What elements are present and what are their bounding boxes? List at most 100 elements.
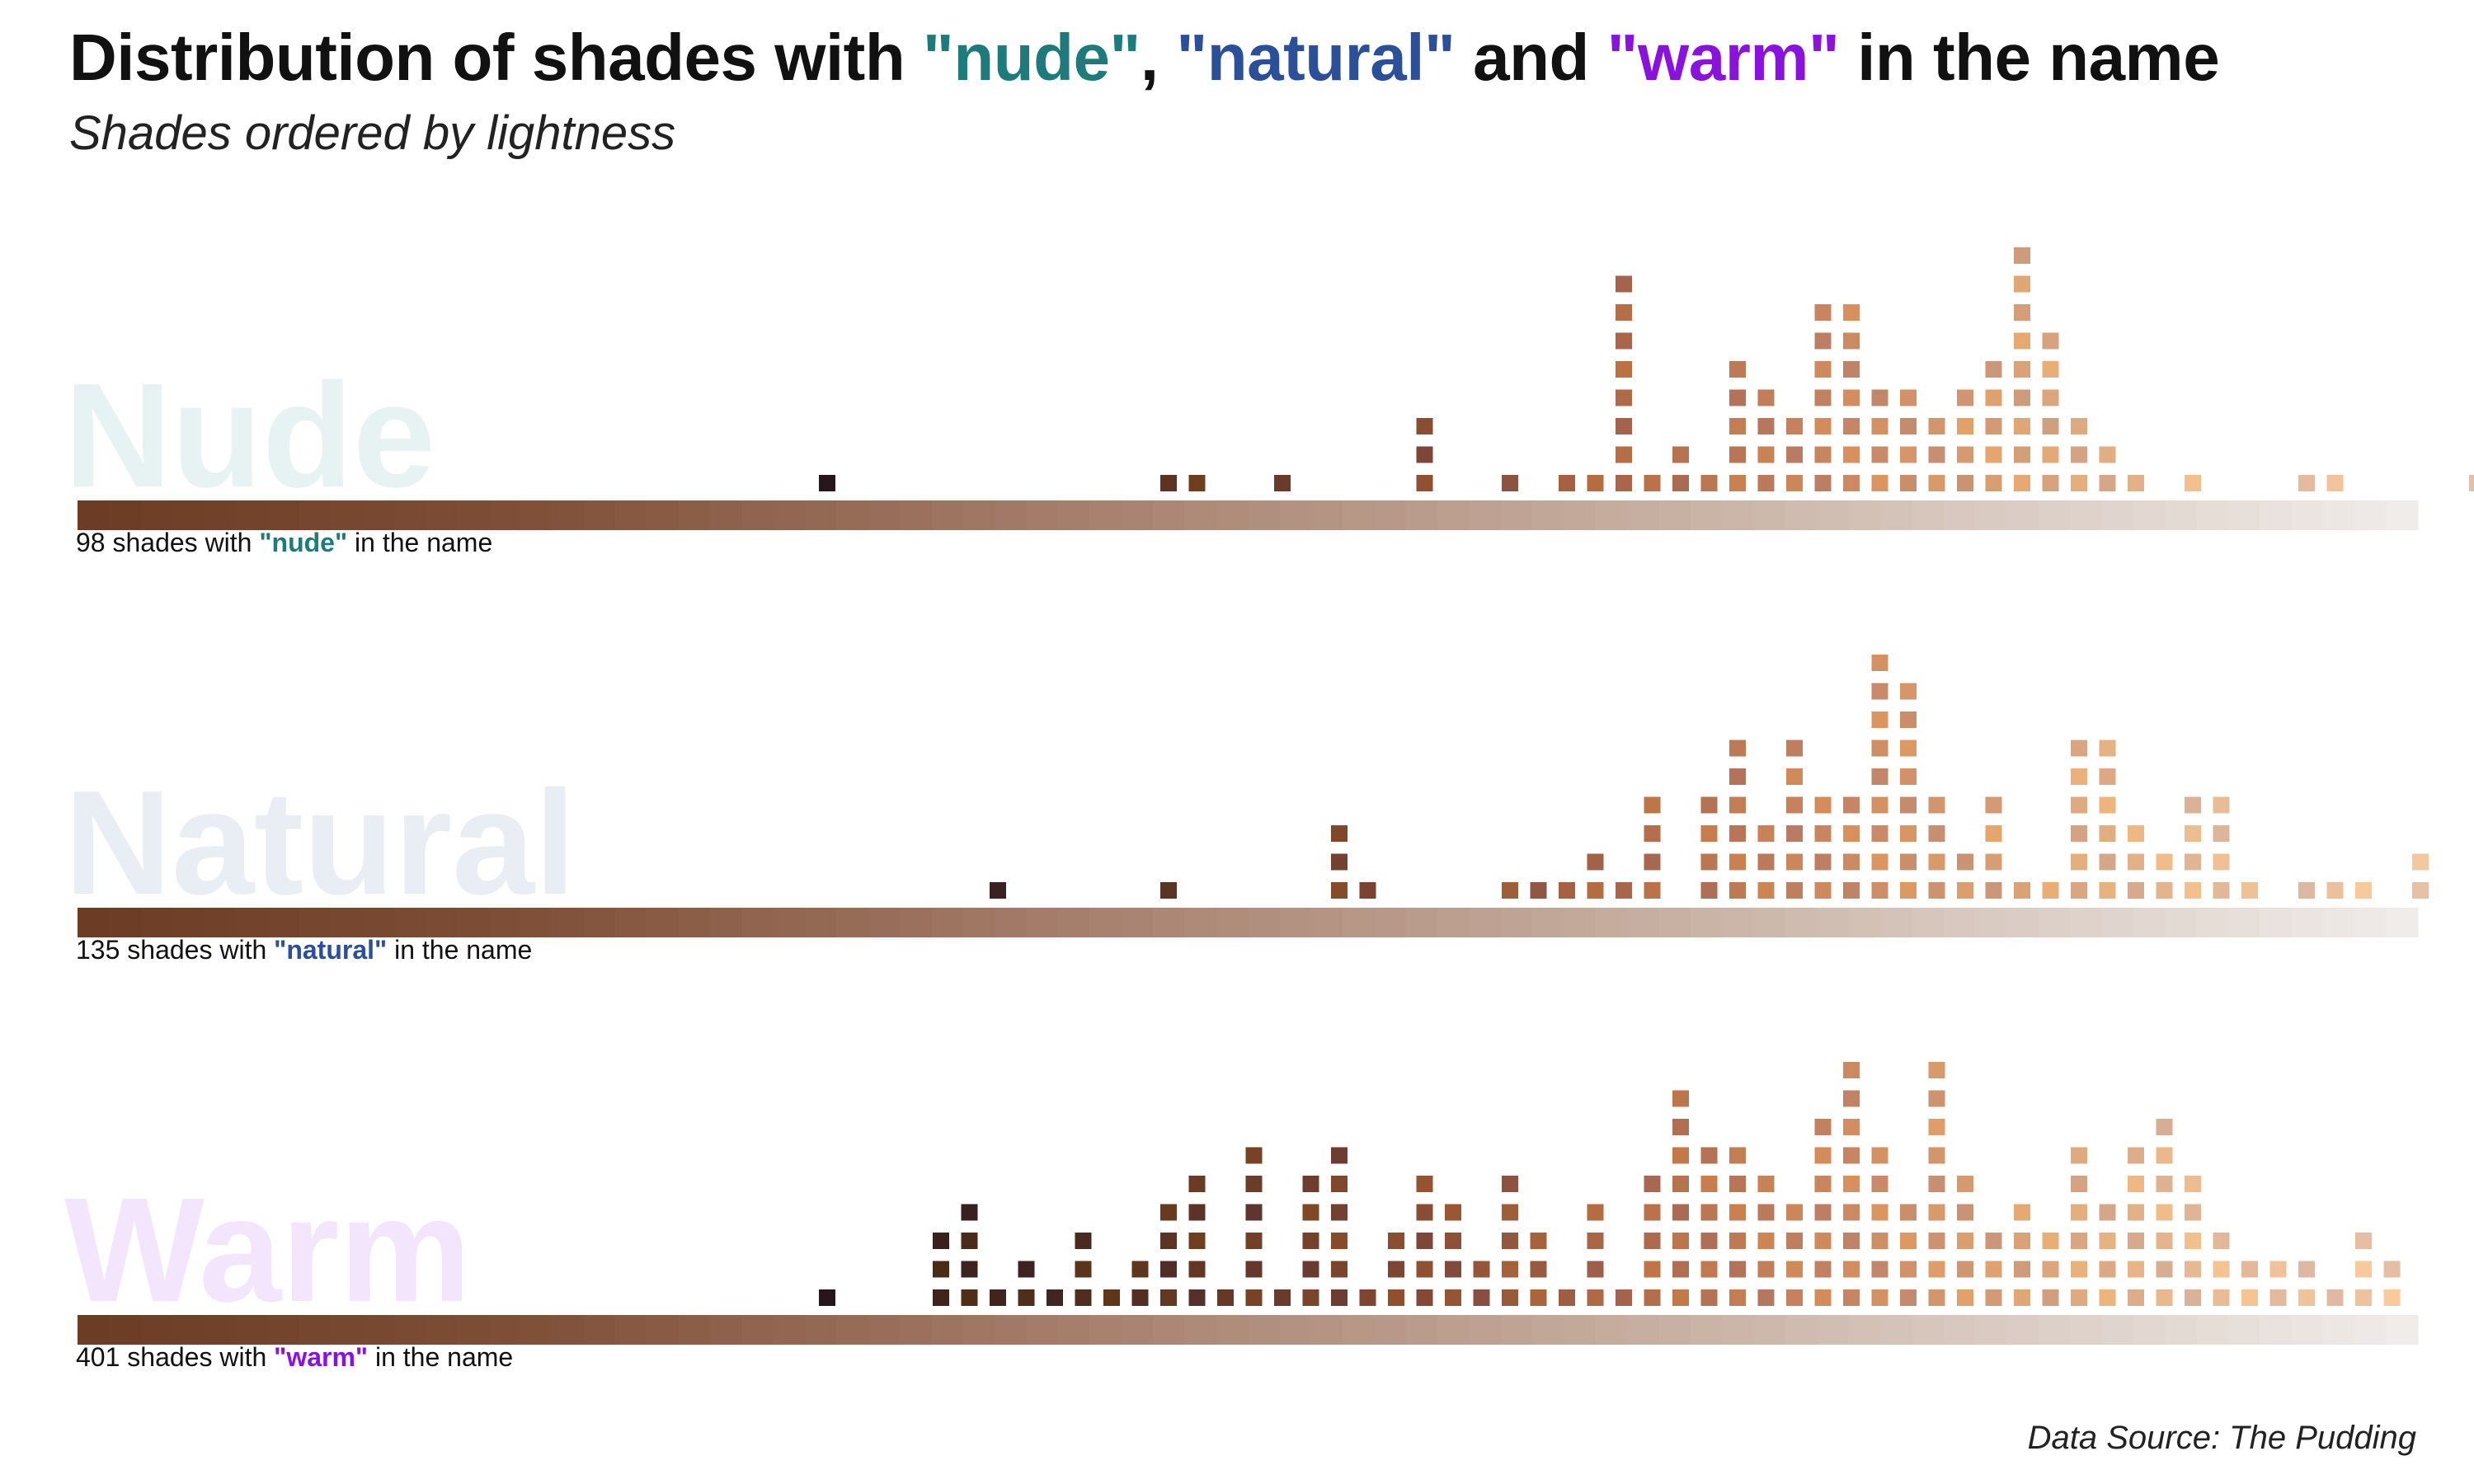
warm-shade-dot [1302,1289,1319,1306]
warm-shade-dot [2014,1233,2030,1249]
warm-shade-dot [1928,1119,1945,1135]
natural-shade-dot [1160,882,1177,899]
nude-shade-dot [2071,475,2087,491]
natural-shade-dot [1957,882,1973,899]
warm-shade-dot [1928,1147,1945,1164]
warm-gradient-segment [931,1315,964,1345]
nude-shade-dot [1900,389,1917,406]
warm-shade-dot [1786,1233,1803,1249]
warm-shade-dot [2128,1147,2144,1164]
natural-gradient-segment [1912,908,1945,937]
nude-gradient-segment [1912,500,1945,530]
warm-shade-dot [2099,1261,2116,1278]
natural-shade-dot [1729,768,1746,785]
natural-gradient-segment [2227,908,2260,937]
warm-shade-dot [1416,1289,1433,1306]
warm-shade-dot [1814,1233,1832,1249]
natural-shade-dot [1786,853,1803,871]
data-source: Data Source: The Pudding [2027,1420,2416,1456]
warm-shade-dot [1075,1289,1092,1306]
warm-shade-dot [1700,1147,1718,1164]
natural-gradient-segment [457,908,490,937]
natural-gradient-segment [2165,908,2198,937]
natural-shade-dot [1900,882,1917,899]
natural-shade-dot [1700,882,1718,899]
warm-shade-dot [1616,1289,1632,1306]
natural-gradient-segment [1248,908,1280,937]
warm-shade-dot [1331,1289,1348,1306]
natural-shade-dot [2071,825,2087,842]
warm-shade-dot [1843,1147,1860,1164]
warm-gradient-segment [1216,1315,1249,1345]
nude-shade-dot [1502,475,1518,491]
nude-gradient-segment [1848,500,1881,530]
warm-shade-dot [2355,1233,2372,1249]
nude-gradient-segment [710,500,742,530]
natural-shade-dot [2128,825,2144,842]
natural-shade-dot [1928,882,1945,899]
natural-gradient-segment [1564,908,1597,937]
natural-shade-dot [2355,882,2372,899]
warm-shade-dot [2128,1289,2144,1306]
nude-shade-dot [2014,275,2030,293]
warm-gradient-segment [362,1315,395,1345]
nude-shade-dot [1160,475,1177,491]
nude-shade-dot [2185,475,2201,491]
natural-shade-dot [1985,825,2002,842]
natural-shade-dot [1871,740,1888,757]
warm-gradient-segment [1279,1315,1312,1345]
warm-shade-dot [1843,1289,1860,1306]
natural-gradient-segment [2070,908,2103,937]
nude-shade-dot [1843,304,1860,321]
natural-watermark: Natural [64,760,576,926]
nude-gradient-segment [1089,500,1122,530]
warm-gradient-segment [172,1315,205,1345]
warm-gradient-segment [1343,1315,1375,1345]
natural-gradient-segment [1184,908,1217,937]
natural-gradient-segment [1374,908,1407,937]
nude-gradient-segment [2196,500,2229,530]
warm-shade-dot [933,1261,949,1278]
warm-shade-dot [1957,1261,1973,1278]
warm-shade-dot [1672,1090,1689,1107]
warm-gradient-segment [1057,1315,1090,1345]
nude-gradient-segment [109,500,142,530]
nude-gradient-segment [1437,500,1470,530]
warm-shade-dot [1245,1176,1263,1192]
natural-gradient-segment [267,908,300,937]
warm-shade-dot [1416,1233,1433,1249]
nude-shade-dot [1871,389,1888,406]
natural-gradient-segment [552,908,585,937]
natural-gradient-segment [78,908,110,937]
title-suffix: in the name [1839,21,2220,94]
warm-shade-dot [1843,1233,1860,1249]
warm-gradient-segment [488,1315,521,1345]
natural-shade-dot [2071,882,2087,899]
warm-gradient-segment [678,1315,711,1345]
nude-shade-dot [819,475,835,491]
warm-shade-dot [1502,1204,1518,1221]
warm-gradient-segment [836,1315,869,1345]
natural-shade-dot [1331,882,1348,899]
natural-shade-dot [1757,853,1775,871]
nude-shade-dot [1757,475,1775,491]
warm-gradient-segment [1469,1315,1502,1345]
natural-shade-dot [1900,853,1917,871]
nude-shade-dot [1843,475,1860,491]
warm-shade-dot [2185,1233,2201,1249]
warm-shade-dot [933,1233,949,1249]
natural-gradient-segment [647,908,680,937]
warm-shade-dot [1814,1147,1832,1164]
warm-shade-dot [1302,1176,1319,1192]
nude-shade-dot [1814,446,1832,463]
nude-shade-dot [1729,389,1746,406]
natural-gradient-segment [488,908,521,937]
warm-shade-dot [1843,1176,1860,1192]
natural-gradient-segment [1437,908,1470,937]
nude-shade-dot [1672,475,1689,491]
warm-shade-dot [1445,1204,1461,1221]
nude-gradient-segment [962,500,995,530]
title-prefix: Distribution of shades with [69,21,923,94]
warm-shade-dot [1559,1289,1575,1306]
nude-shade-dot [1416,475,1433,491]
